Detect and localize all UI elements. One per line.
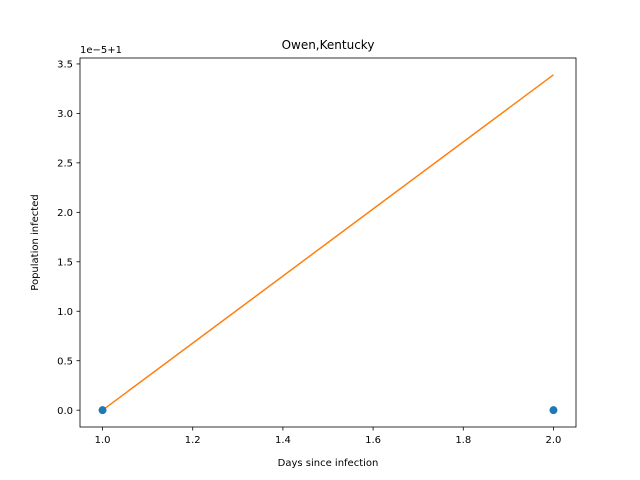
chart-title: Owen,Kentucky [282,38,375,52]
x-tick-label: 1.6 [365,435,381,446]
y-tick-label: 0.0 [57,406,73,417]
y-tick-label: 2.5 [57,158,73,169]
y-tick-label: 2.0 [57,208,73,219]
y-axis-offset-text: 1e−5+1 [80,45,122,56]
x-axis-label: Days since infection [278,458,379,469]
x-tick-label: 1.4 [275,435,291,446]
x-tick-label: 2.0 [546,435,562,446]
fit-line [102,74,554,411]
y-tick-label: 0.5 [57,356,73,367]
x-tick-label: 1.2 [185,435,201,446]
axes-frame [79,57,577,428]
y-tick-label: 3.5 [57,60,73,71]
x-tick-label: 1.0 [95,435,111,446]
data-point [98,406,107,415]
y-axis-label: Population infected [30,194,41,290]
x-axis: 1.0 1.2 1.4 1.6 1.8 2.0 [95,427,562,446]
plot-area [98,74,558,415]
y-tick-label: 1.0 [57,307,73,318]
data-point [549,406,558,415]
y-tick-label: 1.5 [57,257,73,268]
x-tick-label: 1.8 [455,435,471,446]
y-axis: 0.0 0.5 1.0 1.5 2.0 2.5 3.0 3.5 [57,60,80,417]
y-tick-label: 3.0 [57,109,73,120]
